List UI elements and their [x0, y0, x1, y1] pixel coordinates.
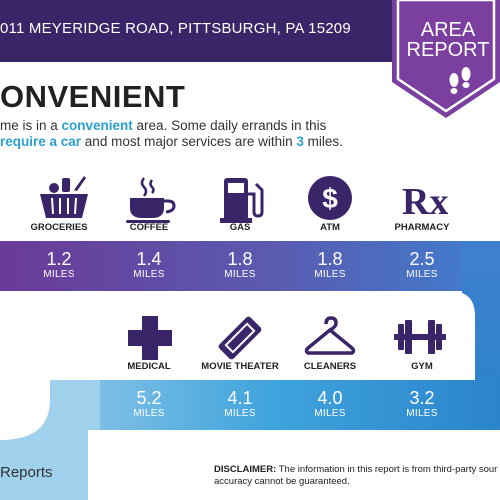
distance-medical: 5.2 MILES: [104, 388, 194, 420]
distance-unit: MILES: [406, 269, 438, 280]
footprints-icon: [449, 67, 471, 94]
amenity-label-coffee: COFFEE: [129, 222, 169, 233]
distance-movie-theater: 4.1 MILES: [195, 388, 285, 420]
amenity-label-medical: MEDICAL: [127, 361, 171, 372]
basket-icon: [40, 176, 88, 218]
desc-highlight-miles: 3: [296, 134, 304, 149]
distance-value: 4.1: [227, 388, 253, 408]
area-report-badge: [392, 0, 500, 118]
dollar-glyph: $: [322, 183, 338, 214]
desc-text: me is in a: [0, 118, 62, 133]
medical-cross-icon: [128, 316, 172, 360]
rx-icon: Rx: [402, 181, 448, 223]
distance-value: 5.2: [136, 388, 162, 408]
distance-unit: MILES: [406, 408, 438, 419]
distance-unit: MILES: [133, 408, 165, 419]
distance-value: 1.4: [136, 249, 162, 269]
distance-value: 1.2: [46, 249, 72, 269]
distance-unit: MILES: [314, 408, 346, 419]
disclaimer-label: DISCLAIMER:: [214, 464, 277, 475]
footer-brand: Reports: [0, 464, 53, 481]
summary-description: me is in a convenient area. Some daily e…: [0, 118, 390, 150]
distance-groceries: 1.2 MILES: [14, 249, 104, 281]
distance-value: 4.0: [317, 388, 343, 408]
property-address: 011 MEYERIDGE ROAD, PITTSBURGH, PA 15209: [0, 20, 351, 37]
bottom-card: [88, 430, 500, 500]
desc-highlight-car: require a car: [0, 134, 82, 149]
disclaimer-line2: accuracy cannot be guaranteed.: [214, 476, 350, 487]
distance-gym: 3.2 MILES: [377, 388, 467, 420]
disclaimer-text: The information in this report is from t…: [276, 464, 498, 475]
desc-highlight-convenient: convenient: [61, 118, 133, 133]
rx-glyph: Rx: [402, 181, 448, 223]
badge-line-area: AREA: [420, 19, 476, 41]
distance-unit: MILES: [314, 269, 346, 280]
distance-gas: 1.8 MILES: [195, 249, 285, 281]
distance-value: 1.8: [227, 249, 253, 269]
coffee-icon: [126, 177, 176, 223]
dollar-icon: $: [308, 176, 352, 220]
distance-coffee: 1.4 MILES: [104, 249, 194, 281]
distance-band-top: [0, 241, 500, 291]
distance-value: 2.5: [409, 249, 435, 269]
desc-text: and most major services are within: [81, 134, 297, 149]
dumbbell-icon: [394, 320, 446, 354]
distance-unit: MILES: [224, 408, 256, 419]
disclaimer: DISCLAIMER: The information in this repo…: [214, 464, 500, 488]
distance-unit: MILES: [43, 269, 75, 280]
amenity-label-atm: ATM: [320, 222, 340, 233]
distance-cleaners: 4.0 MILES: [285, 388, 375, 420]
ticket-icon: [218, 316, 262, 360]
badge-line-report: REPORT: [406, 39, 490, 61]
desc-text: area. Some daily errands in this: [132, 118, 327, 133]
amenity-label-gym: GYM: [411, 361, 433, 372]
gas-pump-icon: [220, 178, 264, 223]
distance-value: 1.8: [317, 249, 343, 269]
amenity-label-cleaners: CLEANERS: [303, 361, 357, 372]
distance-unit: MILES: [224, 269, 256, 280]
distance-pharmacy: 2.5 MILES: [377, 249, 467, 281]
distance-value: 3.2: [409, 388, 435, 408]
desc-text: miles.: [303, 134, 343, 149]
badge-title: AREA REPORT: [398, 20, 498, 60]
amenity-label-movie-theater: MOVIE THEATER: [201, 361, 279, 372]
convenience-rating-title: ONVENIENT: [0, 79, 186, 114]
hanger-icon: [304, 316, 356, 355]
connector-left: [0, 380, 100, 500]
distance-band-bottom: [50, 380, 500, 430]
distance-atm: 1.8 MILES: [285, 249, 375, 281]
distance-unit: MILES: [133, 269, 165, 280]
amenity-label-pharmacy: PHARMACY: [394, 222, 450, 233]
amenity-label-groceries: GROCERIES: [30, 222, 88, 233]
amenity-label-gas: GAS: [229, 222, 251, 233]
